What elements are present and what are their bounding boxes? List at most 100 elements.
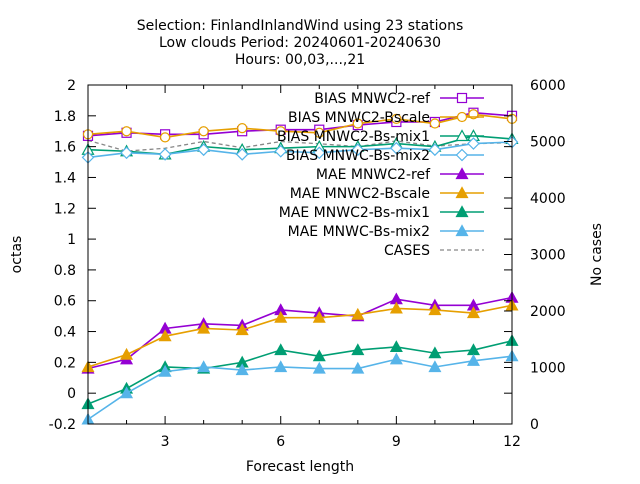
y-tick-label: 1.8 bbox=[54, 109, 76, 125]
data-point bbox=[197, 321, 211, 334]
y2-tick-label: 5000 bbox=[530, 135, 566, 151]
y-tick-label: 1.4 bbox=[54, 170, 76, 186]
series-line bbox=[87, 355, 513, 421]
legend-label: CASES bbox=[384, 243, 430, 259]
data-point bbox=[390, 141, 403, 155]
data-point bbox=[351, 143, 365, 157]
series-line bbox=[87, 111, 513, 137]
series-bias-mnwc-bs-mix2 bbox=[81, 135, 519, 164]
series-mae-mnwc2-ref bbox=[81, 290, 519, 374]
data-point bbox=[198, 126, 209, 137]
chart-title: Selection: FinlandInlandWind using 23 st… bbox=[137, 18, 464, 68]
data-point bbox=[389, 352, 403, 365]
y2-tick-label: 6000 bbox=[530, 78, 566, 94]
data-point bbox=[120, 386, 134, 399]
legend-label: BIAS MNWC2-ref bbox=[314, 91, 431, 107]
data-point bbox=[274, 343, 288, 356]
data-point bbox=[455, 129, 469, 142]
legend-label: BIAS MNWC2-Bscale bbox=[288, 110, 430, 126]
data-point bbox=[120, 347, 134, 360]
data-point bbox=[235, 323, 249, 336]
data-point bbox=[456, 111, 468, 123]
series-mae-mnwc2-bs-mix1 bbox=[81, 334, 519, 410]
x-tick-label: 6 bbox=[276, 434, 285, 450]
data-point bbox=[428, 346, 442, 359]
data-point bbox=[158, 364, 172, 377]
title-line: Selection: FinlandInlandWind using 23 st… bbox=[137, 18, 464, 34]
legend-label: MAE MNWC2-Bscale bbox=[290, 186, 430, 202]
data-point bbox=[197, 143, 210, 157]
y2-tick-label: 2000 bbox=[530, 304, 566, 320]
data-point bbox=[158, 147, 172, 161]
data-point bbox=[274, 360, 288, 373]
y-tick-label: 1 bbox=[67, 232, 76, 248]
title-line: Low clouds Period: 20240601-20240630 bbox=[159, 35, 441, 51]
data-point bbox=[351, 343, 365, 356]
data-point bbox=[455, 148, 469, 162]
legend-label: BIAS MNWC-Bs-mix2 bbox=[286, 148, 430, 164]
data-point bbox=[389, 340, 403, 353]
series-line bbox=[87, 296, 513, 370]
data-point bbox=[428, 143, 442, 157]
y-axis-label: octas bbox=[9, 236, 25, 274]
x-tick-label: 9 bbox=[392, 434, 401, 450]
data-point bbox=[466, 306, 480, 319]
data-point bbox=[314, 127, 325, 138]
y-tick-label: -0.2 bbox=[49, 417, 76, 433]
y2-tick-label: 3000 bbox=[530, 248, 566, 264]
data-point bbox=[455, 167, 469, 180]
data-point bbox=[235, 147, 249, 161]
data-point bbox=[120, 146, 133, 160]
data-point bbox=[274, 144, 288, 158]
y2-tick-label: 4000 bbox=[530, 191, 566, 207]
data-point bbox=[455, 205, 469, 218]
title-line: Hours: 00,03,...,21 bbox=[235, 52, 365, 68]
x-axis-label: Forecast length bbox=[246, 459, 354, 475]
y-tick-label: 0 bbox=[67, 386, 76, 402]
x-tick-label: 12 bbox=[503, 434, 521, 450]
series-line bbox=[87, 113, 513, 139]
y-tick-label: 0.8 bbox=[54, 263, 76, 279]
legend-label: MAE MNWC2-Bs-mix1 bbox=[279, 205, 430, 221]
data-point bbox=[455, 186, 469, 199]
series-line bbox=[87, 141, 513, 159]
series-line bbox=[87, 340, 513, 405]
y-tick-label: 1.6 bbox=[54, 140, 76, 156]
y-tick-label: 0.6 bbox=[54, 294, 76, 310]
legend: BIAS MNWC2-ref BIAS MNWC2-Bscale BIAS MNWC… bbox=[277, 91, 484, 259]
data-point bbox=[352, 118, 363, 129]
legend-label: MAE MNWC2-ref bbox=[316, 167, 431, 183]
data-point bbox=[351, 361, 365, 374]
y2-tick-label: 1000 bbox=[530, 361, 566, 377]
axes: -0.2 0 0.2 0.4 0.6 0.8 1 1.2 1.4 1.6 1.8 2 0 1000 2000… bbox=[49, 78, 566, 450]
data-point bbox=[274, 310, 288, 323]
series-line bbox=[87, 304, 513, 368]
y2-axis-label: No cases bbox=[589, 223, 605, 286]
data-point bbox=[455, 224, 469, 237]
data-point bbox=[197, 360, 211, 373]
y-tick-label: 2 bbox=[67, 78, 76, 94]
data-point bbox=[466, 354, 480, 366]
x-tick-label: 3 bbox=[161, 434, 170, 450]
data-point bbox=[456, 92, 468, 104]
data-point bbox=[312, 146, 326, 160]
data-point bbox=[428, 303, 442, 316]
y-tick-label: 0.4 bbox=[54, 325, 76, 341]
legend-label: BIAS MNWC2-Bs-mix1 bbox=[277, 129, 430, 145]
y-tick-label: 1.2 bbox=[54, 201, 76, 217]
data-point bbox=[235, 363, 249, 376]
data-point bbox=[391, 113, 402, 125]
series-mae-mnwc2-bscale bbox=[81, 298, 519, 373]
data-point bbox=[389, 301, 403, 314]
data-point bbox=[275, 126, 286, 137]
y-tick-label: 0.2 bbox=[54, 355, 76, 371]
data-point bbox=[312, 310, 326, 323]
data-point bbox=[159, 132, 171, 143]
data-point bbox=[312, 349, 326, 362]
series-mae-mnwc-bs-mix2 bbox=[81, 349, 519, 425]
data-point bbox=[429, 118, 441, 129]
data-point bbox=[237, 123, 248, 134]
legend-label: MAE MNWC-Bs-mix2 bbox=[288, 224, 430, 240]
